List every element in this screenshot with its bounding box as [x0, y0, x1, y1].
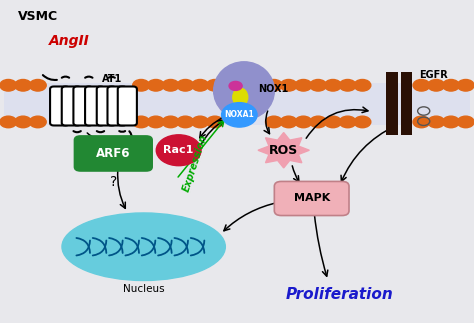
Circle shape [251, 79, 267, 91]
Circle shape [265, 79, 283, 91]
Circle shape [265, 116, 283, 128]
Circle shape [339, 116, 356, 128]
FancyBboxPatch shape [50, 87, 69, 125]
Circle shape [15, 116, 31, 128]
FancyBboxPatch shape [73, 87, 92, 125]
Circle shape [0, 116, 17, 128]
Circle shape [15, 79, 31, 91]
Circle shape [147, 79, 164, 91]
Circle shape [413, 116, 430, 128]
FancyBboxPatch shape [85, 87, 104, 125]
Circle shape [457, 79, 474, 91]
Text: ARF6: ARF6 [96, 147, 130, 160]
FancyBboxPatch shape [62, 87, 81, 125]
FancyBboxPatch shape [118, 87, 137, 125]
Circle shape [295, 116, 312, 128]
FancyBboxPatch shape [97, 87, 116, 125]
Text: AngII: AngII [49, 34, 90, 48]
FancyBboxPatch shape [386, 72, 398, 135]
Circle shape [339, 79, 356, 91]
Circle shape [133, 116, 149, 128]
Ellipse shape [233, 88, 248, 106]
Circle shape [428, 79, 445, 91]
Circle shape [310, 79, 327, 91]
Circle shape [29, 79, 46, 91]
Circle shape [236, 79, 253, 91]
Text: ?: ? [109, 175, 117, 189]
Circle shape [413, 79, 430, 91]
Text: NOXA1: NOXA1 [225, 110, 254, 120]
Text: Proliferation: Proliferation [286, 287, 393, 302]
Circle shape [354, 79, 371, 91]
Circle shape [191, 79, 209, 91]
Circle shape [325, 79, 341, 91]
Circle shape [325, 116, 341, 128]
Circle shape [295, 79, 312, 91]
Circle shape [29, 116, 46, 128]
Circle shape [177, 116, 194, 128]
Circle shape [147, 116, 164, 128]
Text: Rac1: Rac1 [164, 145, 194, 155]
Text: Expression: Expression [181, 133, 209, 193]
Text: ROS: ROS [269, 144, 298, 157]
Circle shape [310, 116, 327, 128]
Ellipse shape [229, 81, 242, 90]
Circle shape [0, 79, 17, 91]
Circle shape [457, 116, 474, 128]
Circle shape [428, 116, 445, 128]
Ellipse shape [156, 135, 201, 166]
Circle shape [280, 116, 297, 128]
Circle shape [443, 79, 459, 91]
FancyBboxPatch shape [401, 72, 412, 135]
Circle shape [207, 79, 223, 91]
Text: AT1: AT1 [101, 75, 122, 85]
FancyBboxPatch shape [274, 182, 349, 215]
Circle shape [162, 116, 179, 128]
Text: MAPK: MAPK [293, 193, 330, 203]
Ellipse shape [222, 103, 257, 127]
FancyBboxPatch shape [108, 87, 127, 125]
Circle shape [354, 116, 371, 128]
Text: VSMC: VSMC [18, 10, 58, 23]
Circle shape [443, 116, 459, 128]
Ellipse shape [214, 62, 274, 120]
Circle shape [133, 79, 149, 91]
Polygon shape [258, 132, 310, 168]
Text: NOX1: NOX1 [258, 84, 288, 94]
Circle shape [280, 79, 297, 91]
FancyBboxPatch shape [4, 83, 470, 124]
FancyBboxPatch shape [73, 135, 153, 172]
Circle shape [221, 79, 238, 91]
Circle shape [207, 116, 223, 128]
Circle shape [177, 79, 194, 91]
Text: Nucleus: Nucleus [123, 284, 164, 294]
Circle shape [191, 116, 209, 128]
Text: EGFR: EGFR [419, 70, 448, 80]
Ellipse shape [62, 213, 225, 280]
Circle shape [162, 79, 179, 91]
